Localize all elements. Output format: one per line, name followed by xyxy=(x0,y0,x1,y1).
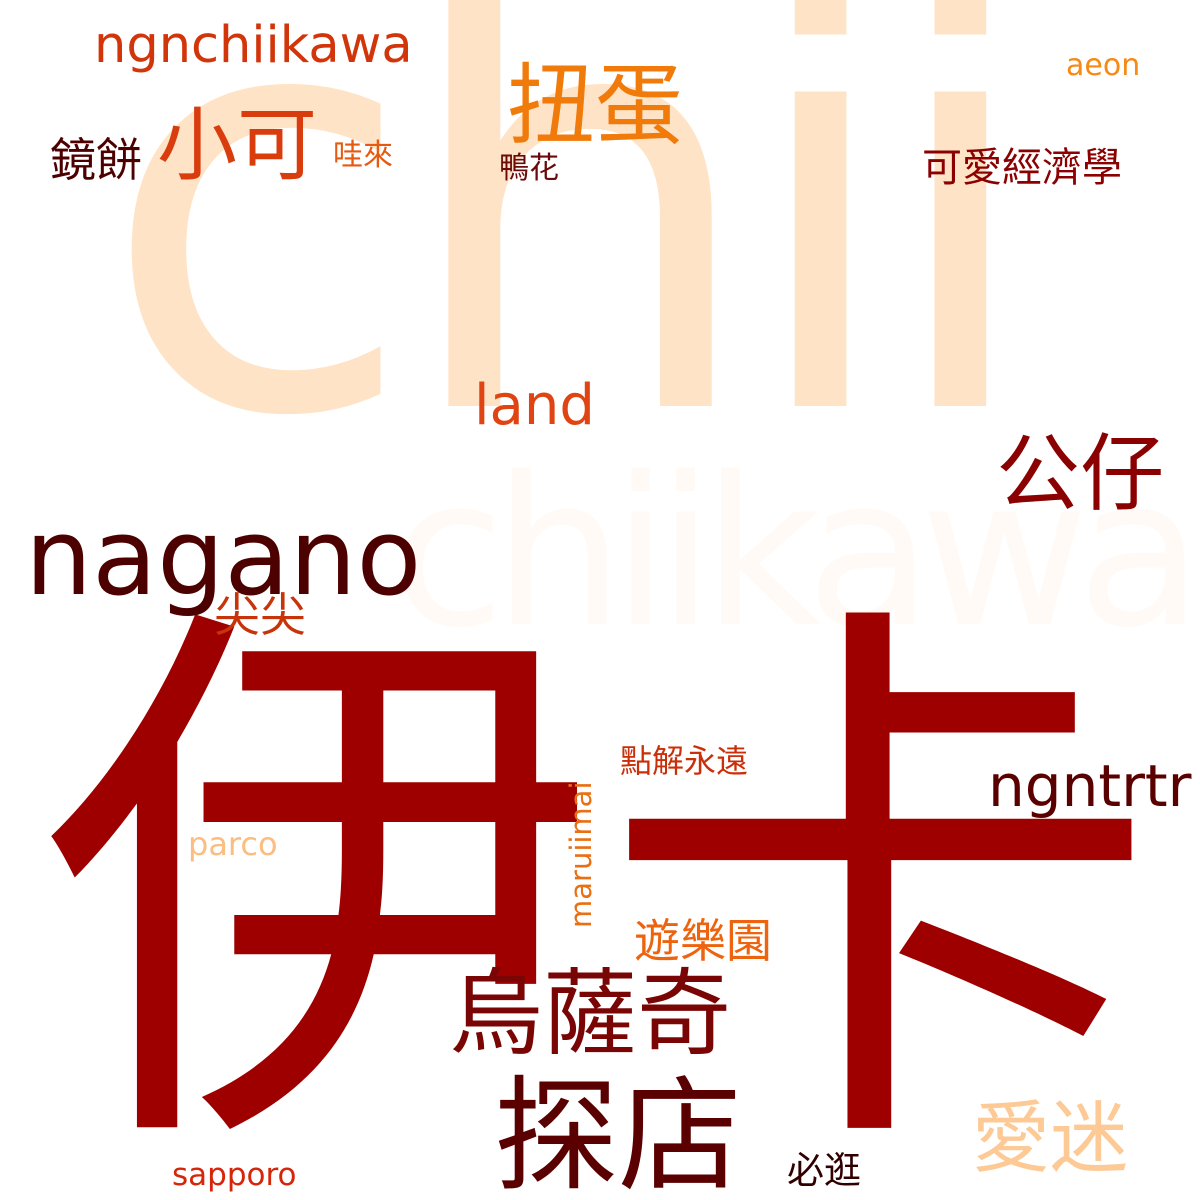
word-tandian: 探店 xyxy=(494,1065,743,1200)
word-jingbing: 鏡餅 xyxy=(50,133,142,187)
word-aimi: 愛迷 xyxy=(972,1094,1129,1184)
word-nagano: nagano xyxy=(25,496,422,619)
word-gongzai: 公仔 xyxy=(996,425,1165,523)
word-wusaqi: 烏薩奇 xyxy=(449,960,732,1069)
word-xiaoke: 小可 xyxy=(157,99,317,192)
word-parco: parco xyxy=(188,825,278,863)
word-walai: 哇來 xyxy=(333,138,393,173)
word-jianjian: 尖尖 xyxy=(214,588,306,642)
word-youleyuan: 遊樂園 xyxy=(634,914,772,968)
word-land: land xyxy=(474,373,595,438)
word-chiikawa: chiikawa xyxy=(392,433,1200,673)
word-ika: 伊卡 xyxy=(40,564,1160,1200)
word-keai-jingjixue: 可愛經濟學 xyxy=(922,145,1122,191)
word-biguang: 必逛 xyxy=(787,1149,861,1192)
word-ngntrtr: ngntrtr xyxy=(988,752,1192,820)
word-maruiimai: maruiimai xyxy=(564,781,598,928)
word-yahua: 鴨花 xyxy=(499,151,559,186)
word-sapporo: sapporo xyxy=(172,1157,297,1193)
word-dianjie-yongyuan: 點解永遠 xyxy=(620,742,749,780)
word-chii: chii xyxy=(100,0,1040,542)
word-aeon: aeon xyxy=(1066,48,1141,83)
word-niudan: 扭蛋 xyxy=(507,54,684,157)
word-ngnchiikawa: ngnchiikawa xyxy=(94,16,413,75)
